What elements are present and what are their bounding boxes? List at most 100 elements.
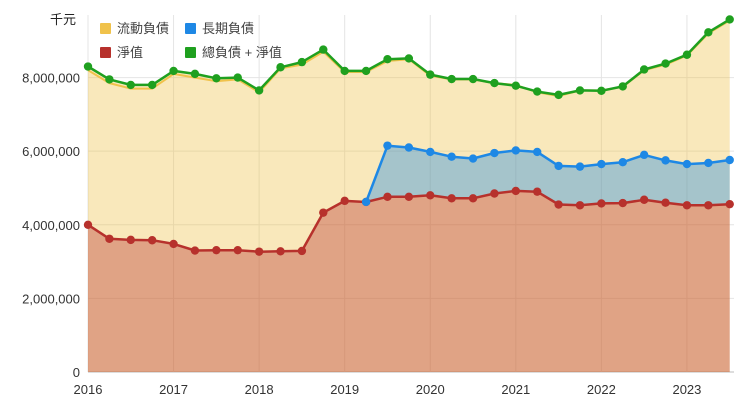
- point-long-term-liabilities: [597, 159, 606, 169]
- point-equity: [554, 200, 563, 209]
- point-total: [533, 87, 542, 96]
- x-tick-label: 2022: [587, 382, 616, 397]
- legend-label-current-liabilities: 流動負債: [117, 21, 169, 36]
- point-equity: [533, 187, 542, 196]
- point-long-term-liabilities: [447, 152, 456, 161]
- point-equity: [147, 236, 157, 245]
- point-total: [169, 66, 178, 76]
- point-long-term-liabilities: [533, 147, 542, 157]
- point-equity: [575, 201, 585, 210]
- x-tick-label: 2017: [159, 382, 188, 397]
- point-equity: [511, 186, 521, 196]
- point-equity: [383, 192, 392, 202]
- legend-swatch-long-term-liabilities: [185, 23, 196, 34]
- point-total: [554, 90, 563, 100]
- point-total: [83, 62, 93, 71]
- point-long-term-liabilities: [426, 147, 435, 157]
- point-long-term-liabilities: [575, 162, 585, 171]
- point-long-term-liabilities: [490, 148, 499, 158]
- point-long-term-liabilities: [661, 156, 670, 165]
- legend-swatch-equity: [100, 47, 111, 58]
- point-long-term-liabilities: [725, 155, 734, 165]
- y-tick-label: 0: [73, 365, 80, 380]
- point-total: [447, 74, 456, 84]
- point-equity: [254, 247, 264, 256]
- y-unit-label: 千元: [50, 12, 76, 27]
- y-tick-label: 4,000,000: [22, 218, 80, 233]
- point-total: [426, 70, 435, 79]
- point-equity: [597, 199, 606, 208]
- point-equity: [404, 192, 414, 202]
- point-long-term-liabilities: [361, 197, 371, 207]
- y-tick-label: 2,000,000: [22, 291, 80, 306]
- point-total: [105, 75, 114, 84]
- legend-swatch-current-liabilities: [100, 23, 111, 34]
- axes: 0 2,000,000 4,000,000 6,000,000 8,000,000 201…: [22, 71, 701, 397]
- area-equity-fill: [88, 190, 730, 372]
- point-total: [233, 73, 242, 82]
- point-total: [511, 81, 521, 90]
- point-total: [190, 69, 200, 79]
- point-total: [383, 54, 392, 64]
- point-total: [597, 86, 606, 96]
- point-equity: [126, 235, 135, 245]
- legend-swatch-total: [185, 47, 196, 58]
- point-long-term-liabilities: [682, 159, 692, 169]
- point-long-term-liabilities: [511, 146, 521, 155]
- point-equity: [618, 198, 627, 208]
- legend-label-long-term-liabilities: 長期負債: [202, 21, 254, 36]
- point-equity: [447, 194, 456, 203]
- point-equity: [190, 246, 200, 255]
- point-total: [319, 45, 328, 54]
- point-equity: [468, 194, 478, 203]
- point-equity: [169, 239, 178, 249]
- point-long-term-liabilities: [404, 143, 414, 152]
- data-points: [83, 15, 734, 256]
- x-tick-label: 2021: [501, 382, 530, 397]
- point-total: [618, 82, 627, 91]
- point-equity: [426, 191, 435, 200]
- point-long-term-liabilities: [468, 154, 478, 163]
- point-long-term-liabilities: [704, 158, 713, 168]
- point-equity: [340, 196, 349, 206]
- point-equity: [212, 245, 221, 255]
- point-long-term-liabilities: [383, 141, 392, 150]
- point-equity: [704, 201, 713, 210]
- point-total: [212, 74, 221, 83]
- point-equity: [661, 198, 670, 207]
- point-total: [490, 78, 499, 88]
- point-equity: [233, 245, 242, 255]
- x-tick-label: 2019: [330, 382, 359, 397]
- grid: [87, 15, 734, 373]
- point-total: [340, 66, 349, 76]
- legend-label-equity: 淨值: [117, 45, 143, 60]
- point-total: [639, 65, 649, 74]
- point-total: [725, 15, 734, 24]
- x-tick-label: 2020: [416, 382, 445, 397]
- point-equity: [297, 246, 307, 256]
- point-total: [297, 57, 307, 67]
- point-equity: [682, 201, 692, 210]
- x-tick-label: 2023: [672, 382, 701, 397]
- x-tick-label: 2016: [74, 382, 103, 397]
- point-total: [361, 66, 371, 76]
- legend-label-total: 總負債 + 淨值: [202, 45, 282, 60]
- point-total: [704, 28, 713, 37]
- area-long-term-fill: [366, 145, 730, 206]
- point-total: [404, 54, 414, 63]
- point-total: [575, 86, 585, 95]
- point-equity: [319, 208, 328, 217]
- point-equity: [725, 199, 734, 209]
- point-long-term-liabilities: [639, 150, 649, 160]
- y-tick-label: 6,000,000: [22, 144, 80, 159]
- y-tick-label: 8,000,000: [22, 71, 80, 86]
- x-tick-label: 2018: [245, 382, 274, 397]
- point-total: [126, 80, 135, 90]
- point-total: [682, 50, 692, 59]
- point-total: [147, 80, 157, 90]
- point-equity: [639, 195, 649, 204]
- point-equity: [105, 234, 114, 243]
